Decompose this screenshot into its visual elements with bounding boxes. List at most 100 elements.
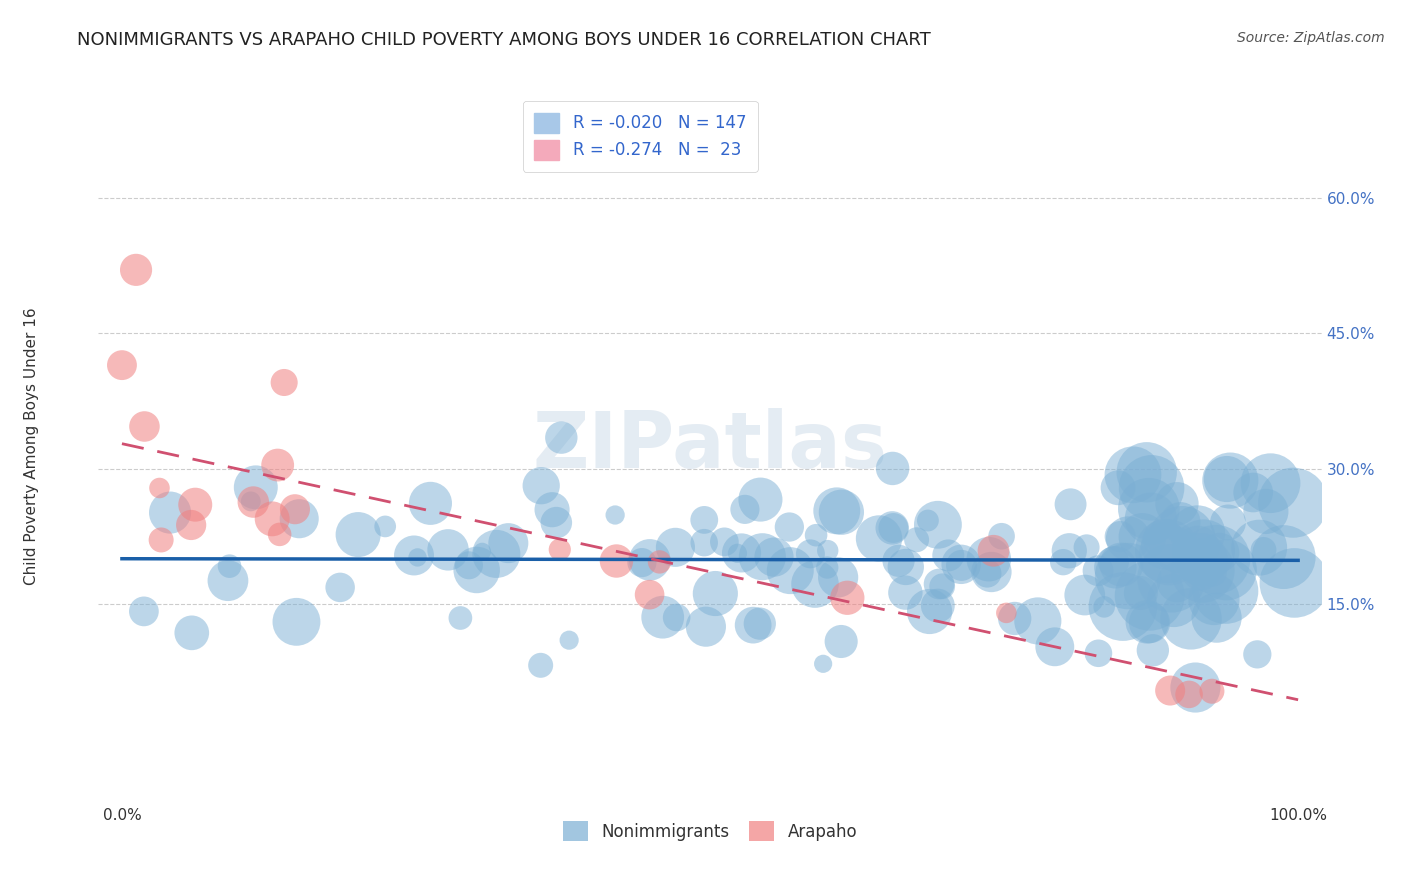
- Point: [817, 543, 839, 558]
- Point: [242, 495, 264, 509]
- Point: [638, 588, 661, 602]
- Point: [437, 542, 460, 557]
- Point: [347, 527, 370, 541]
- Point: [894, 560, 917, 574]
- Point: [150, 533, 173, 547]
- Point: [995, 606, 1018, 620]
- Point: [218, 559, 240, 574]
- Point: [419, 496, 441, 510]
- Point: [918, 605, 941, 619]
- Point: [1249, 541, 1271, 555]
- Point: [1136, 465, 1159, 479]
- Point: [713, 534, 735, 549]
- Point: [1216, 516, 1239, 530]
- Text: NONIMMIGRANTS VS ARAPAHO CHILD POVERTY AMONG BOYS UNDER 16 CORRELATION CHART: NONIMMIGRANTS VS ARAPAHO CHILD POVERTY A…: [77, 31, 931, 49]
- Point: [868, 532, 890, 546]
- Point: [605, 508, 627, 522]
- Point: [734, 502, 756, 516]
- Point: [748, 616, 770, 631]
- Point: [558, 633, 581, 648]
- Point: [485, 547, 508, 561]
- Point: [811, 657, 834, 671]
- Point: [132, 604, 155, 618]
- Point: [1272, 550, 1295, 565]
- Point: [825, 504, 848, 518]
- Point: [827, 570, 849, 584]
- Point: [976, 566, 998, 581]
- Point: [1171, 533, 1194, 547]
- Point: [927, 599, 949, 613]
- Point: [1205, 552, 1227, 566]
- Point: [927, 517, 949, 532]
- Point: [546, 516, 568, 530]
- Point: [217, 574, 239, 588]
- Point: [730, 546, 752, 560]
- Point: [1059, 543, 1081, 558]
- Point: [648, 555, 671, 569]
- Point: [894, 585, 917, 599]
- Point: [1074, 588, 1097, 602]
- Point: [1219, 474, 1241, 488]
- Point: [1087, 564, 1109, 578]
- Point: [1187, 526, 1209, 541]
- Point: [762, 550, 785, 565]
- Point: [285, 615, 308, 629]
- Point: [882, 521, 904, 535]
- Point: [664, 541, 686, 555]
- Legend: Nonimmigrants, Arapaho: Nonimmigrants, Arapaho: [557, 814, 863, 848]
- Point: [329, 581, 352, 595]
- Point: [1180, 612, 1202, 626]
- Point: [799, 547, 821, 561]
- Point: [1139, 615, 1161, 630]
- Point: [1189, 552, 1212, 566]
- Point: [180, 625, 202, 640]
- Point: [1122, 467, 1144, 482]
- Point: [1043, 640, 1066, 654]
- Point: [1215, 584, 1237, 599]
- Point: [402, 549, 425, 563]
- Point: [1137, 501, 1160, 516]
- Point: [1052, 555, 1074, 569]
- Text: Source: ZipAtlas.com: Source: ZipAtlas.com: [1237, 31, 1385, 45]
- Point: [1156, 544, 1178, 558]
- Point: [1026, 614, 1049, 628]
- Point: [134, 419, 156, 434]
- Point: [1092, 599, 1115, 614]
- Point: [1201, 566, 1223, 580]
- Point: [1163, 593, 1185, 607]
- Point: [530, 658, 553, 673]
- Point: [1208, 545, 1230, 559]
- Point: [1059, 497, 1081, 511]
- Point: [837, 591, 859, 605]
- Point: [980, 565, 1002, 579]
- Point: [830, 634, 852, 648]
- Point: [665, 610, 688, 624]
- Point: [751, 549, 773, 564]
- Point: [1192, 544, 1215, 558]
- Point: [1216, 472, 1239, 486]
- Point: [1166, 575, 1188, 590]
- Point: [1282, 496, 1305, 510]
- Point: [1201, 684, 1223, 698]
- Point: [882, 461, 904, 475]
- Point: [550, 431, 572, 445]
- Point: [1202, 592, 1225, 607]
- Point: [1153, 533, 1175, 547]
- Point: [905, 533, 928, 547]
- Point: [1136, 615, 1159, 629]
- Point: [1159, 683, 1181, 698]
- Point: [245, 480, 267, 494]
- Point: [1116, 569, 1139, 583]
- Point: [548, 542, 571, 557]
- Point: [1116, 532, 1139, 546]
- Point: [374, 519, 396, 533]
- Point: [1241, 485, 1264, 500]
- Point: [1253, 542, 1275, 557]
- Point: [1129, 586, 1152, 600]
- Point: [1107, 481, 1129, 495]
- Point: [111, 358, 134, 372]
- Point: [1004, 611, 1026, 625]
- Point: [530, 478, 553, 492]
- Point: [1140, 511, 1163, 525]
- Text: ZIPatlas: ZIPatlas: [533, 408, 887, 484]
